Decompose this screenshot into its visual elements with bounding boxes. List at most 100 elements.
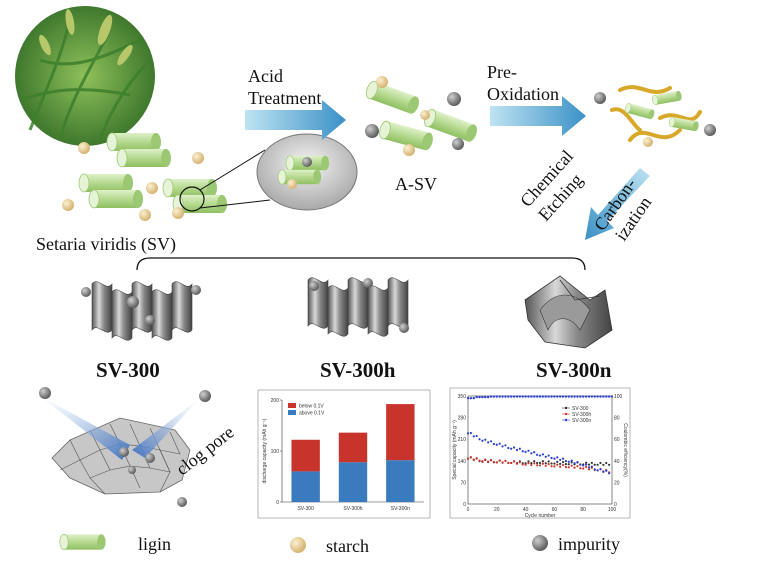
capacity-point-sv-300n <box>599 468 602 471</box>
capacity-point-sv-300 <box>564 462 568 466</box>
cycle-x-tick-label: 40 <box>523 507 529 513</box>
capacity-point-sv-300n <box>602 470 605 473</box>
capacity-point-sv-300h <box>547 463 550 466</box>
capacity-point-sv-300h <box>579 467 582 470</box>
efficiency-point <box>567 395 570 398</box>
efficiency-point <box>564 395 568 398</box>
efficiency-point <box>561 395 565 398</box>
capacity-point-sv-300h <box>530 463 533 467</box>
bar-sv-300h-above <box>338 462 368 502</box>
capacity-point-sv-300h <box>544 464 547 467</box>
cycle-y-tick-label: 140 <box>458 459 467 465</box>
capacity-point-sv-300 <box>553 462 556 465</box>
capacity-point-sv-300h <box>573 466 576 469</box>
capacity-point-sv-300n <box>518 447 521 450</box>
capacity-point-sv-300 <box>596 463 599 466</box>
efficiency-point <box>504 395 507 398</box>
treatment-label: Treatment <box>248 88 321 108</box>
cycle-x-tick-label: 80 <box>580 507 586 513</box>
cycle-y2-tick-label: 80 <box>614 416 620 422</box>
efficiency-point <box>501 395 504 398</box>
efficiency-point <box>602 395 605 398</box>
capacity-point-sv-300h <box>466 457 470 460</box>
capacity-point-sv-300 <box>599 461 602 465</box>
capacity-point-sv-300n <box>512 446 516 449</box>
raw-sv-particles <box>62 132 271 221</box>
capacity-point-sv-300n <box>541 453 544 456</box>
efficiency-point <box>533 395 536 398</box>
capacity-point-sv-300h <box>582 467 585 470</box>
efficiency-point <box>556 395 559 398</box>
capacity-point-sv-300h <box>524 463 527 466</box>
sv-300h-label: SV-300h <box>320 358 396 382</box>
capacity-point-sv-300n <box>487 441 490 444</box>
capacity-point-sv-300n <box>484 438 487 441</box>
capacity-point-sv-300h <box>512 460 516 463</box>
ligin-legend-icon <box>59 534 106 550</box>
bottom-legend: ligin starch impurity <box>59 534 620 556</box>
capacity-point-sv-300 <box>608 463 611 466</box>
cycle-y-tick-label: 280 <box>458 416 467 422</box>
capacity-point-sv-300h <box>498 459 501 462</box>
capacity-point-sv-300n <box>561 457 565 460</box>
capacity-point-sv-300n <box>576 460 579 464</box>
bar-y-tick-label: 0 <box>276 500 279 506</box>
capacity-point-sv-300h <box>541 462 544 465</box>
bar-category-label: SV-300n <box>391 506 410 512</box>
capacity-point-sv-300h <box>521 463 524 466</box>
efficiency-point <box>530 395 533 398</box>
efficiency-point <box>584 395 588 398</box>
capacity-point-sv-300h <box>561 463 565 467</box>
capacity-point-sv-300 <box>527 460 530 463</box>
capacity-point-sv-300h <box>584 465 588 469</box>
efficiency-point <box>607 395 611 398</box>
cycle-y-tick-label: 0 <box>463 502 466 508</box>
capacity-point-sv-300h <box>536 464 539 467</box>
efficiency-point <box>498 395 501 398</box>
capacity-point-sv-300 <box>550 462 553 465</box>
efficiency-point <box>573 395 576 398</box>
bar-legend-swatch <box>288 410 296 415</box>
capacity-point-sv-300h <box>475 457 478 460</box>
capacity-point-sv-300n <box>492 442 496 446</box>
cycle-legend-marker <box>564 418 568 422</box>
capacity-point-sv-300n <box>527 449 530 452</box>
clog-pore-illustration: clog pore <box>39 387 238 507</box>
cycling-performance-chart: 0 20 40 60 80 100070140210280350020406080100C… <box>449 387 631 519</box>
capacity-point-sv-300n <box>510 447 513 450</box>
efficiency-point <box>570 395 573 398</box>
capacity-point-sv-300h <box>510 461 513 465</box>
capacity-point-sv-300 <box>593 463 596 466</box>
capacity-point-sv-300n <box>547 454 550 457</box>
capacity-point-sv-300n <box>469 431 472 435</box>
bar-category-label: SV-300 <box>297 506 314 512</box>
efficiency-point <box>553 395 556 398</box>
capacity-point-sv-300n <box>507 446 510 450</box>
capacity-point-sv-300n <box>481 439 484 442</box>
cycle-legend-label: SV-300n <box>572 418 591 424</box>
efficiency-point <box>489 395 493 398</box>
capacity-point-sv-300h <box>495 461 498 464</box>
efficiency-point <box>558 395 562 398</box>
bar-legend-label: below 0.1V <box>299 404 324 410</box>
cycle-x-tick-label: 20 <box>494 507 500 513</box>
capacity-point-sv-300h <box>518 461 521 464</box>
capacity-point-sv-300n <box>475 434 478 438</box>
efficiency-point <box>527 395 530 398</box>
efficiency-point <box>599 395 602 398</box>
sv-300n-structure: SV-300n <box>524 275 613 382</box>
efficiency-point <box>510 395 513 398</box>
capacity-point-sv-300h <box>556 463 559 466</box>
efficiency-point <box>544 395 547 398</box>
efficiency-point <box>593 395 596 398</box>
capacity-point-sv-300 <box>559 462 562 465</box>
capacity-point-sv-300 <box>533 460 536 463</box>
cycle-x-label: Cycle number <box>525 513 556 519</box>
capacity-point-sv-300n <box>521 450 524 453</box>
cycle-y-tick-label: 210 <box>458 437 467 443</box>
capacity-point-sv-300h <box>487 460 490 463</box>
capacity-point-sv-300n <box>550 456 553 460</box>
capacity-point-sv-300n <box>596 469 599 472</box>
cycle-x-tick-label: 0 <box>467 507 470 513</box>
